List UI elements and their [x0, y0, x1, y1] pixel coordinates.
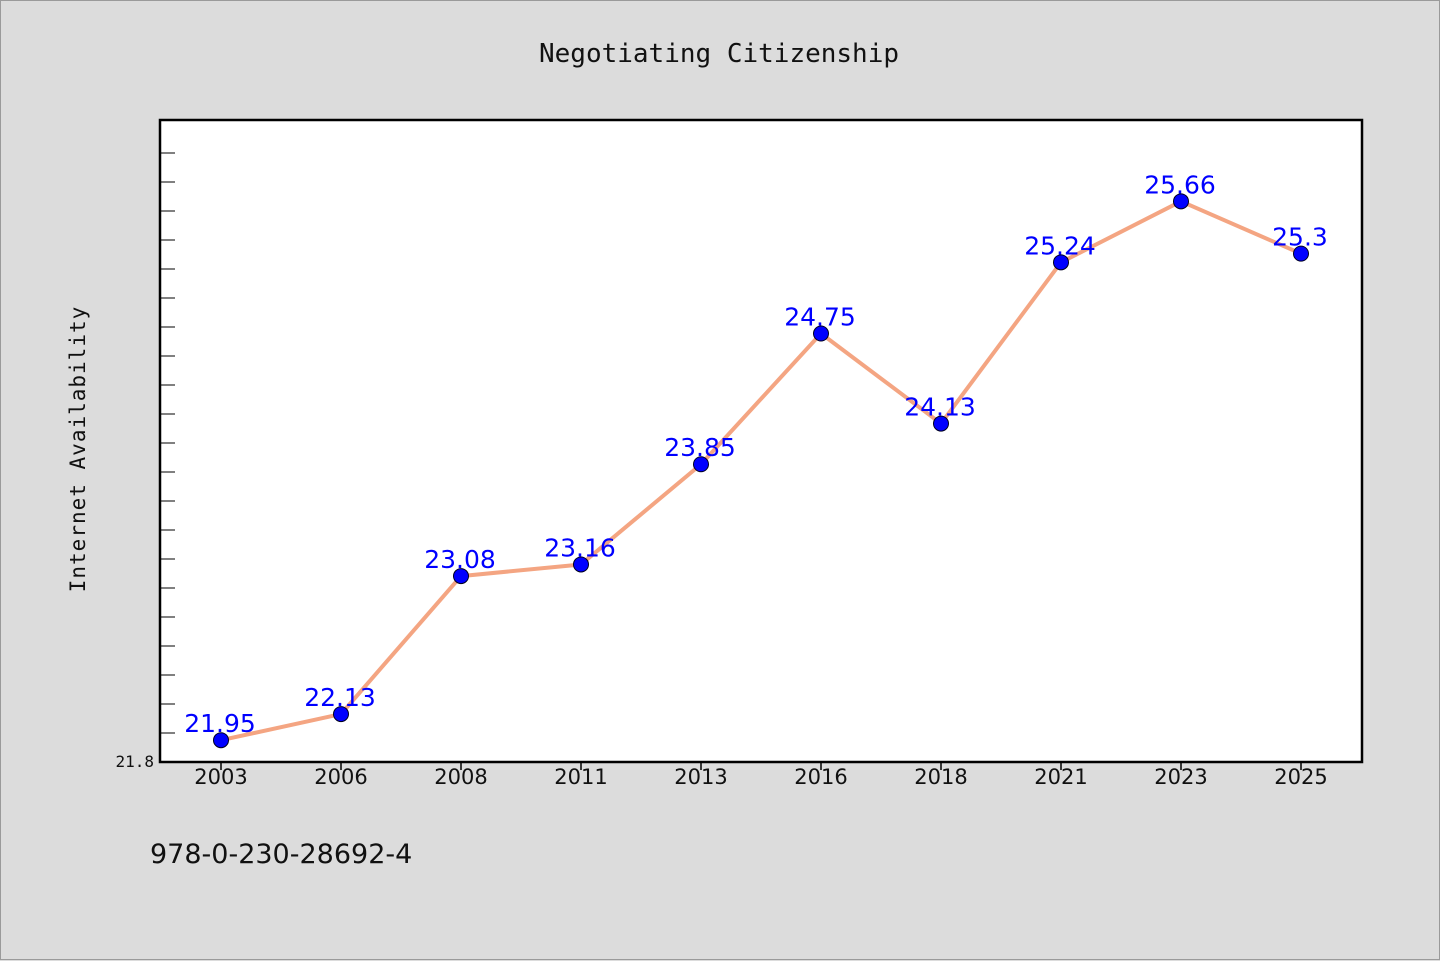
x-tick-label: 2021: [1034, 765, 1087, 789]
data-label: 23.85: [664, 433, 736, 462]
data-markers: [213, 193, 1309, 749]
data-label: 23.16: [544, 533, 616, 562]
x-tick-label: 2011: [554, 765, 607, 789]
data-point: [573, 556, 589, 573]
x-tick-label: 2003: [194, 765, 247, 789]
data-label: 25.3: [1272, 223, 1328, 252]
isbn-footer: 978-0-230-28692-4: [150, 839, 412, 870]
data-point: [453, 568, 469, 585]
data-point: [1293, 245, 1309, 262]
x-tick-label: 2016: [794, 765, 847, 789]
x-axis-ticks: 2003 2006 2008 2011 2013 2016 2018 2021 2023 2025: [194, 762, 1328, 789]
data-point: [1053, 254, 1069, 271]
plot-area: [160, 120, 1362, 762]
data-labels: 21.95 22.13 23.08 23.16 23.85 24.75 24.13 25.24…: [184, 170, 1328, 738]
x-tick-label: 2006: [314, 765, 367, 789]
data-label: 23.08: [424, 545, 496, 574]
chart-title: Negotiating Citizenship: [539, 39, 899, 69]
data-label: 22.13: [304, 683, 376, 712]
data-point: [693, 456, 709, 473]
y-axis-label: Internet Availability: [66, 306, 90, 593]
data-point: [933, 415, 949, 432]
data-point: [1173, 193, 1189, 210]
plot-border: [158, 118, 1364, 764]
data-point: [333, 706, 349, 723]
x-tick-label: 2018: [914, 765, 967, 789]
y-tick-label: 21.8: [115, 752, 154, 771]
data-label: 24.75: [784, 303, 856, 332]
series-line: [219, 199, 1303, 743]
data-label: 25.24: [1024, 231, 1096, 260]
x-tick-label: 2025: [1274, 765, 1327, 789]
x-tick-label: 2013: [674, 765, 727, 789]
x-tick-label: 2008: [434, 765, 487, 789]
y-minor-ticks: [160, 152, 175, 734]
data-point: [213, 732, 229, 749]
data-label: 25.66: [1144, 170, 1216, 199]
data-label: 21.95: [184, 709, 256, 738]
data-label: 24.13: [904, 393, 976, 422]
series-line-group: [219, 199, 1303, 743]
x-tick-label: 2023: [1154, 765, 1207, 789]
data-point: [813, 325, 829, 342]
